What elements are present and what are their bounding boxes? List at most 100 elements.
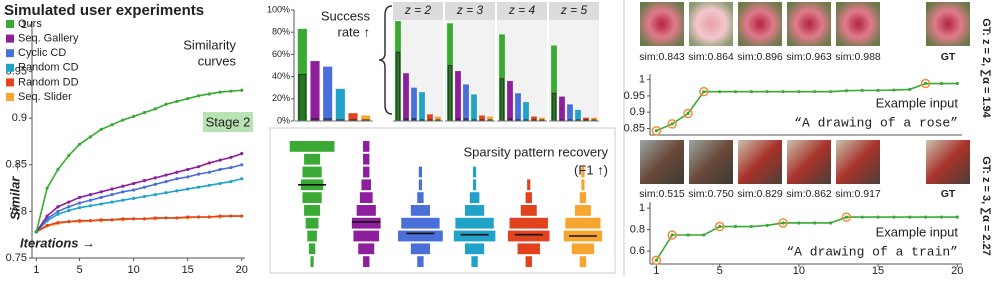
point: [45, 214, 49, 218]
point: [955, 215, 959, 219]
chart-title: rate ↑: [337, 24, 370, 39]
x-tick-label: 20: [951, 265, 963, 277]
violin-bin: [401, 217, 440, 229]
point: [132, 196, 136, 200]
point: [77, 201, 82, 205]
point: [132, 217, 136, 221]
panel-title: z = 3: [456, 3, 484, 17]
image: [836, 2, 880, 46]
legend-label: Random DD: [18, 76, 79, 88]
highlight-point: [651, 126, 662, 136]
point: [110, 193, 114, 197]
point: [77, 195, 82, 200]
point: [229, 179, 233, 184]
sim-label: sim:0.862: [786, 188, 832, 200]
point: [121, 217, 125, 221]
point: [229, 155, 233, 159]
bar: [435, 116, 441, 121]
point: [67, 205, 71, 209]
point: [240, 177, 244, 181]
bar: [583, 117, 589, 121]
violin-bin: [359, 192, 373, 203]
panel-bg: [497, 2, 547, 121]
point: [702, 90, 706, 94]
violin-bin: [289, 141, 335, 152]
sim-label: sim:0.515: [639, 188, 685, 200]
violin-bin: [418, 166, 423, 178]
point: [749, 224, 753, 229]
point: [153, 107, 157, 111]
chart-title: Simulated user experiments: [4, 2, 204, 19]
point: [153, 193, 157, 197]
bar: [335, 88, 345, 121]
violin-bin: [363, 166, 370, 178]
violin-bin: [304, 205, 321, 216]
sim-label: sim:0.864: [688, 51, 734, 63]
highlight-point: [714, 221, 725, 232]
image: [689, 140, 733, 184]
point: [56, 220, 60, 225]
series-line: [35, 164, 242, 233]
point: [781, 221, 785, 225]
violin-bin: [581, 166, 585, 178]
point: [240, 214, 244, 218]
x-tick-label: 10: [793, 265, 805, 277]
violin-bin: [571, 243, 595, 255]
violin-bin: [464, 205, 485, 216]
point: [923, 81, 928, 86]
bar: [297, 28, 307, 121]
bar: [411, 87, 417, 121]
sim-label: sim:0.963: [786, 51, 832, 63]
ground-truth: GT: z = 2, ∑α = 1.94: [980, 18, 992, 118]
y-tick-label: 80%: [272, 27, 290, 37]
point: [876, 215, 880, 219]
y-tick-label: 0.85: [624, 122, 645, 134]
legend-swatch: [6, 78, 14, 87]
bar: [361, 115, 371, 121]
violin-bin: [525, 256, 532, 267]
point: [110, 187, 114, 191]
point: [860, 215, 864, 219]
y-tick-label: 0%: [277, 115, 290, 125]
point: [132, 181, 136, 186]
point: [175, 189, 179, 193]
point: [186, 175, 190, 179]
point: [218, 181, 222, 186]
panel-title: z = 2: [404, 3, 432, 17]
bar-inner: [298, 73, 307, 122]
point: [132, 114, 136, 118]
chart-title: (F1 ↑): [574, 162, 608, 177]
bar: [591, 117, 597, 121]
series-line: [656, 82, 958, 132]
point: [77, 206, 82, 210]
annotation: Similar →: [7, 160, 22, 220]
point: [939, 215, 944, 219]
violin-bin: [363, 256, 370, 267]
point: [77, 142, 82, 146]
point: [955, 81, 959, 86]
annotation: curves: [198, 53, 237, 68]
gt-label: GT: [941, 188, 956, 200]
panel-bg: [549, 2, 599, 121]
image: [926, 2, 970, 46]
violin-bin: [417, 192, 424, 203]
point: [175, 170, 179, 174]
image: [926, 140, 970, 184]
image: [738, 140, 782, 184]
bar: [507, 81, 513, 121]
point: [88, 198, 92, 202]
bar: [523, 102, 529, 121]
point: [186, 167, 190, 172]
point: [196, 172, 201, 176]
point: [196, 215, 201, 219]
bar: [575, 109, 581, 121]
bar: [427, 114, 433, 121]
point: [164, 179, 168, 184]
violin-bin: [579, 192, 587, 203]
point: [88, 193, 92, 197]
point: [908, 215, 912, 219]
point: [240, 88, 244, 92]
image: [787, 140, 831, 184]
brace: [378, 5, 393, 115]
legend-label: Seq. Gallery: [18, 33, 79, 45]
